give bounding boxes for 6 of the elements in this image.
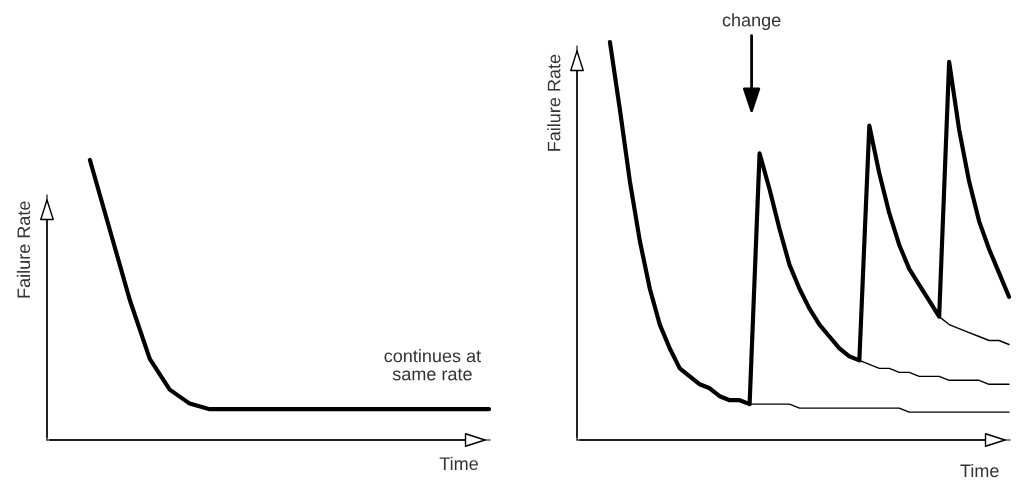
x-axis-title: Time (439, 456, 478, 471)
annotation: continues at same rate (384, 349, 481, 381)
text: change (722, 13, 781, 31)
x-axis-title: Time (960, 463, 999, 478)
y-axis-title: Failure Rate (16, 201, 31, 298)
y-axis-title: Failure Rate (547, 54, 561, 151)
